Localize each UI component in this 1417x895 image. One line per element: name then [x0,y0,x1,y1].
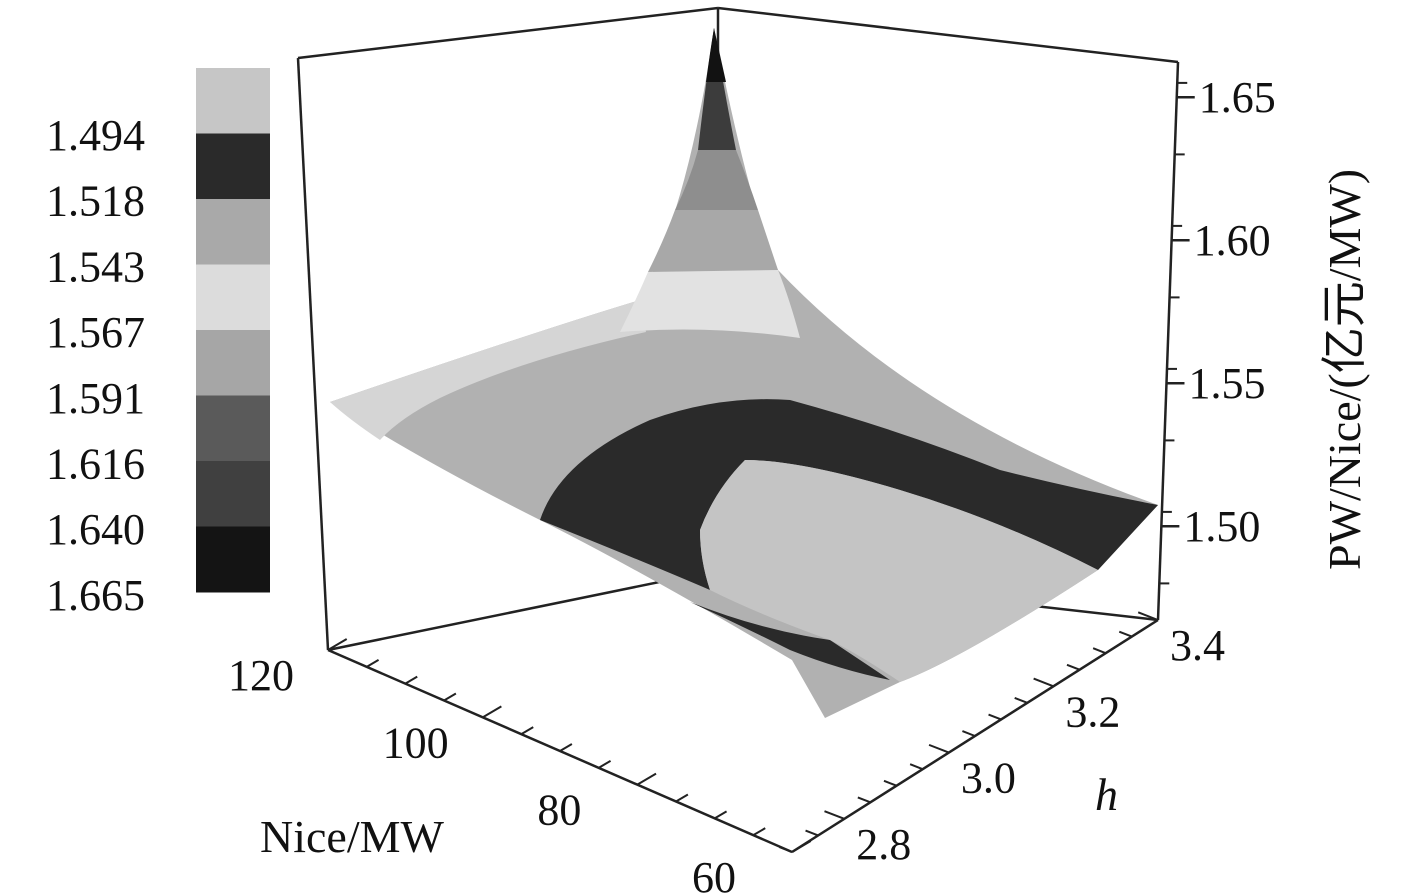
nice-major-tick [327,638,348,651]
surface-band-light-peak [648,210,778,272]
surface-band-white-peak [620,270,800,338]
colorbar-label: 1.494 [46,111,145,160]
colorbar-label: 1.518 [46,177,145,226]
nice-minor-tick [366,658,380,668]
nice-major-tick [791,840,812,853]
colorbar-segment [196,199,270,265]
colorbar-label: 1.665 [46,571,145,620]
h-minor-tick [883,779,897,787]
h-tick-label: 2.8 [856,820,911,869]
colorbar-label: 1.640 [46,505,145,554]
nice-tick-label: 100 [383,718,449,767]
h-axis-ticks: 2.8 3.0 3.2 3.4 [779,611,1225,869]
nice-major-tick [482,705,502,719]
colorbar-segment [196,395,270,462]
top-right-edge [717,6,1179,64]
colorbar [196,68,270,593]
nice-axis-ticks: 60 80 100 120 [228,638,812,895]
surface-band-dark-peak [698,28,736,150]
nice-minor-tick [714,810,728,820]
colorbar-segment [196,461,270,527]
nice-minor-tick [404,675,418,685]
back-left-vertical [296,57,330,651]
h-minor-tick [962,730,976,737]
h-major-tick [824,810,845,820]
h-major-tick [1137,611,1159,621]
z-tick-label: 1.65 [1199,73,1276,122]
z-tick-label: 1.60 [1194,216,1271,265]
h-minor-tick [1118,630,1133,638]
h-minor-tick [1092,647,1107,655]
nice-minor-tick [443,692,457,702]
surface-band-peak-tip [706,28,726,82]
colorbar-label: 1.543 [46,242,145,291]
z-axis-title: PW/Nice/(亿元/MW) [1319,169,1370,570]
nice-minor-tick [520,726,534,736]
nice-minor-tick [675,793,689,803]
surface-left-light-strip [330,300,646,440]
h-minor-tick [805,829,819,837]
colorbar-segment [196,526,270,593]
colorbar-segment [196,133,270,200]
colorbar-labels: 1.494 1.518 1.543 1.567 1.591 1.616 1.640 1.665 [46,111,145,620]
h-tick-label: 3.0 [961,754,1016,803]
nice-minor-tick [598,759,612,769]
h-minor-tick [1014,697,1028,704]
floor-left-edge [327,568,719,652]
h-tick-label: 3.4 [1170,621,1225,670]
colorbar-segment [196,264,270,331]
colorbar-label: 1.591 [46,374,145,423]
surface-light-valley [700,460,1098,682]
nice-minor-tick [752,827,766,837]
nice-axis-title: Nice/MW [260,811,445,862]
h-major-tick [1033,677,1054,688]
colorbar-segment [196,68,270,134]
nice-tick-label: 60 [692,853,736,895]
surface-dark-lower-strip [690,602,890,680]
colorbar-segment [196,330,270,396]
nice-major-tick [636,772,657,786]
h-minor-tick [1066,663,1080,671]
surface-band-mid-peak [675,150,758,210]
h-major-tick [928,743,950,754]
nice-tick-label: 80 [537,786,581,835]
h-minor-tick [857,796,871,804]
surface-dark-ring [540,399,1158,590]
z-axis-ticks: 1.50 1.55 1.60 1.65 [1159,73,1276,585]
z-tick-label: 1.50 [1183,502,1260,551]
h-axis-title: h [1095,769,1118,820]
h-minor-tick [988,713,1002,721]
colorbar-label: 1.616 [46,440,145,489]
top-left-edge [297,6,719,60]
h-minor-tick [779,846,793,853]
h-minor-tick [909,763,924,771]
z-tick-label: 1.55 [1188,359,1265,408]
right-vertical [1156,61,1180,621]
nice-tick-label: 120 [228,651,294,700]
h-tick-label: 3.2 [1065,687,1120,736]
colorbar-label: 1.567 [46,308,145,357]
surface [330,28,1158,718]
nice-minor-tick [559,743,573,752]
